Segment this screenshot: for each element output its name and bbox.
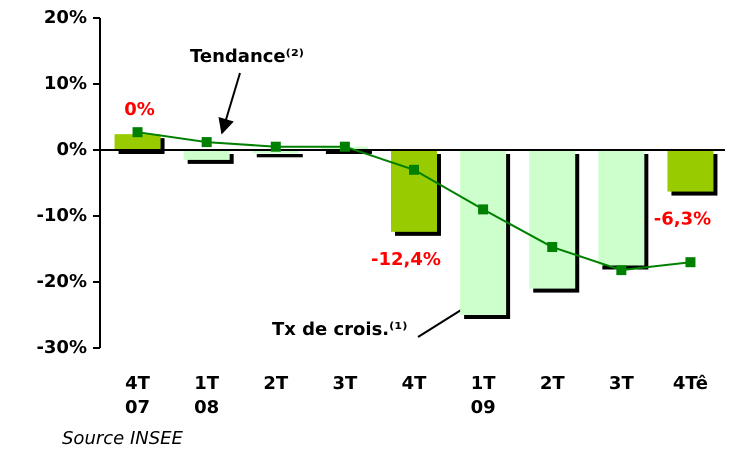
value-label: -6,3% [654, 209, 711, 230]
trend-point [201, 137, 212, 148]
bar [598, 150, 645, 266]
bar [529, 150, 576, 289]
trend-point [339, 141, 350, 152]
bar [667, 150, 714, 192]
bar-shadow [325, 150, 372, 154]
y-tick-label: 10% [44, 73, 87, 94]
trend-point [685, 257, 696, 268]
y-tick-label: -30% [36, 337, 87, 358]
x-tick-label: 1T 09 [470, 373, 496, 418]
y-tick-label: 20% [44, 7, 87, 28]
x-tick-label: 4T 07 [125, 373, 151, 418]
trend-point [132, 127, 143, 138]
x-tick-label: 1T 08 [194, 373, 220, 418]
source: Source INSEE [62, 428, 183, 449]
trend-point [270, 141, 281, 152]
annotation: Tendance⁽²⁾ [190, 46, 304, 67]
annotation: 0% [124, 99, 155, 120]
bar [460, 150, 507, 315]
y-tick-label: 0% [56, 139, 87, 160]
value-label: -12,4% [371, 249, 441, 270]
trend-point [478, 204, 489, 215]
x-tick-label: 2T [263, 373, 289, 394]
bar [391, 150, 437, 232]
x-tick-label: 4T [401, 373, 427, 394]
bar-shadow [256, 154, 303, 158]
trend-point [409, 164, 419, 175]
x-tick-label: 3T [608, 373, 634, 394]
x-tick-label: 4Tê [672, 373, 709, 394]
trend-point [547, 242, 558, 253]
annotation: Tx de crois.⁽¹⁾ [272, 319, 407, 340]
bar [183, 150, 230, 160]
x-tick-label: 2T [539, 373, 565, 394]
y-tick-label: -10% [36, 205, 87, 226]
y-tick-label: -20% [36, 271, 87, 292]
arrow [218, 72, 241, 135]
bar [114, 134, 161, 150]
x-tick-label: 3T [332, 373, 358, 394]
trend-point [616, 265, 627, 276]
